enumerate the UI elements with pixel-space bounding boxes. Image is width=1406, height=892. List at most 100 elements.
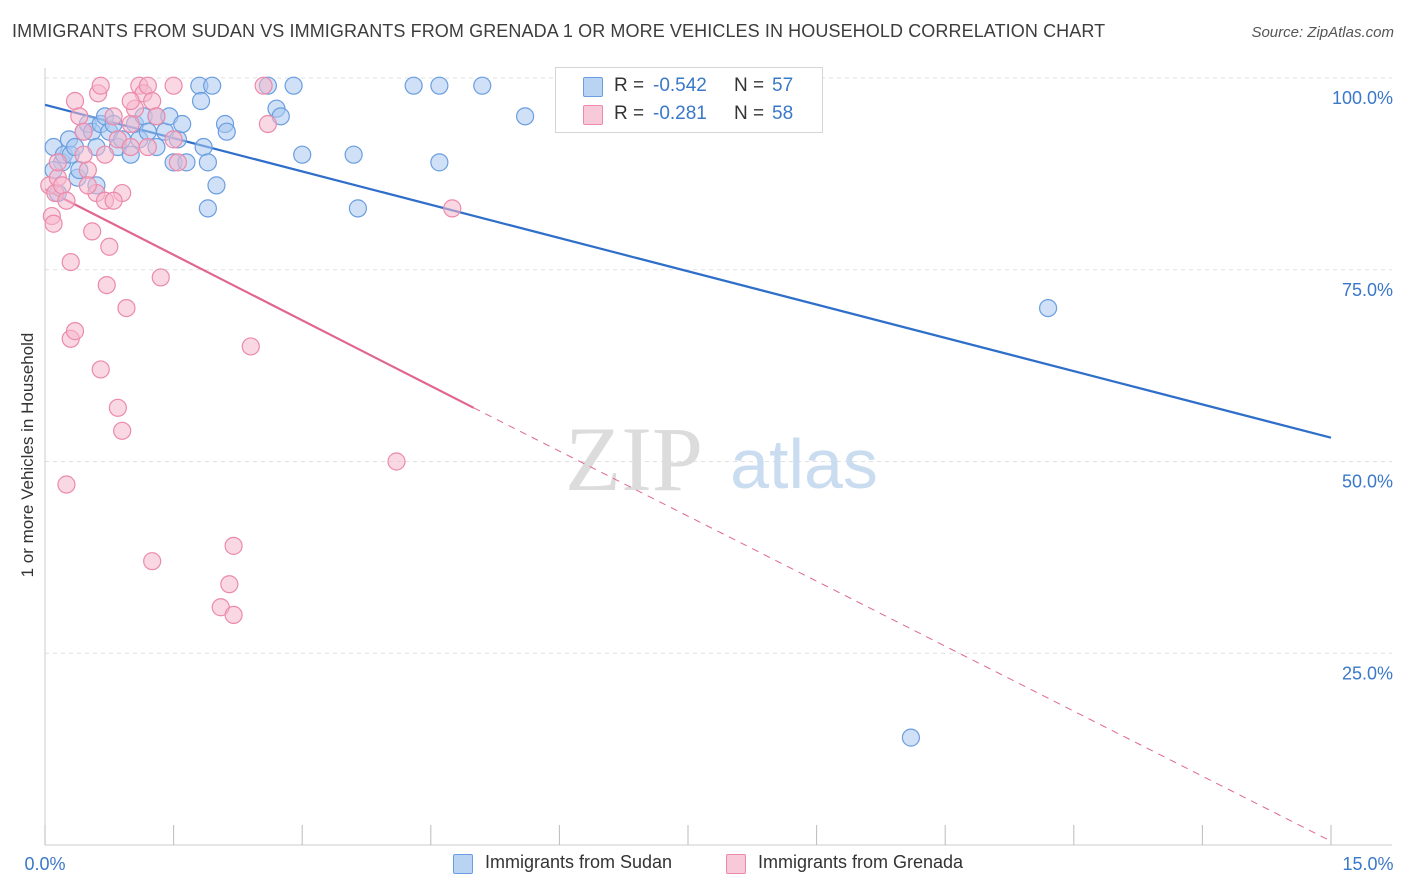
y-tick-label: 50.0% <box>1342 472 1393 492</box>
sudan-point <box>430 76 449 95</box>
grenada-point <box>44 214 63 233</box>
grenada-point <box>224 536 243 555</box>
sudan-point <box>203 76 222 95</box>
sudan-point <box>191 91 211 111</box>
grenada-trend-line <box>44 188 475 409</box>
watermark: ZIP atlas <box>565 408 878 510</box>
y-tick-label: 75.0% <box>1342 280 1393 300</box>
legend-n-value-sudan: 57 <box>772 75 794 96</box>
grenada-point <box>57 475 76 494</box>
sudan-point <box>284 76 303 95</box>
sudan-point <box>344 145 363 164</box>
bottom-legend-label-grenada: Immigrants from Grenada <box>758 852 964 872</box>
sudan-point <box>404 76 423 95</box>
grenada-point <box>151 268 170 287</box>
grenada-point <box>121 114 140 134</box>
grenada-point <box>61 252 80 272</box>
grenada-point <box>143 552 162 571</box>
watermark-zip: ZIP <box>565 408 703 510</box>
grenada-point <box>138 76 157 95</box>
grenada-point <box>48 153 67 172</box>
tick-labels: 25.0% 50.0% 75.0% 100.0% 0.0% 15.0% <box>24 88 1393 874</box>
grenada-point <box>91 360 110 379</box>
grenada-trend-line-dashed <box>473 407 1332 842</box>
sudan-point <box>138 122 157 141</box>
bottom-legend-label-sudan: Immigrants from Sudan <box>485 852 673 872</box>
grenada-point <box>224 605 243 625</box>
grenada-point <box>104 107 123 126</box>
x-tick-label: 15.0% <box>1342 854 1393 874</box>
sudan-point <box>516 107 535 126</box>
grenada-point <box>113 421 132 440</box>
grenada-point <box>70 107 89 126</box>
y-tick-label: 100.0% <box>1332 88 1393 108</box>
grenada-point <box>443 199 462 218</box>
sudan-point <box>348 199 368 218</box>
sudan-point <box>198 199 217 218</box>
grenada-point <box>168 153 187 172</box>
grenada-point <box>57 191 76 210</box>
grenada-point <box>164 130 183 149</box>
grenada-point <box>104 191 123 210</box>
trend-lines <box>44 103 1332 842</box>
sudan-point <box>293 145 312 164</box>
correlation-legend: R = -0.542 N = 57 R = -0.281 N = 58 <box>555 67 823 133</box>
grenada-point <box>147 107 166 126</box>
legend-r-value-sudan: -0.542 <box>653 75 707 96</box>
grenada-point <box>387 452 406 471</box>
sudan-point <box>198 153 217 172</box>
grenada-point <box>83 222 102 241</box>
grenada-point <box>220 575 239 594</box>
grenada-point <box>65 322 85 341</box>
legend-swatch-grenada <box>583 105 603 125</box>
grenada-point <box>100 237 119 256</box>
grenada-point <box>74 122 93 141</box>
grid <box>45 77 1392 654</box>
legend-n-label: N = <box>734 103 765 124</box>
source-label: Source: ZipAtlas.com <box>1251 24 1394 41</box>
bottom-legend-swatch-sudan <box>453 854 473 874</box>
grenada-point <box>121 137 140 157</box>
axes <box>44 68 1392 846</box>
sudan-point <box>473 76 492 95</box>
grenada-point <box>241 337 260 356</box>
legend-r-label: R = <box>614 75 645 96</box>
sudan-trend-line <box>44 103 1332 439</box>
chart-title: IMMIGRANTS FROM SUDAN VS IMMIGRANTS FROM… <box>12 21 1106 41</box>
grenada-point <box>117 299 136 318</box>
y-tick-label: 25.0% <box>1342 663 1393 683</box>
grenada-point <box>78 176 97 195</box>
grenada-point <box>258 114 278 134</box>
bottom-legend-swatch-grenada <box>726 854 746 874</box>
sudan-point <box>1038 299 1058 318</box>
legend-n-value-grenada: 58 <box>772 103 794 124</box>
watermark-atlas: atlas <box>730 425 878 503</box>
sudan-point <box>173 114 192 134</box>
legend-swatch-sudan <box>583 77 603 97</box>
grenada-point <box>143 91 162 111</box>
grenada-point <box>108 398 127 417</box>
grenada-point <box>121 91 140 111</box>
legend-row-sudan: R = -0.542 N = 57 <box>556 72 822 100</box>
grenada-point <box>91 76 110 95</box>
grenada-point <box>78 160 97 180</box>
x-tick-label: 0.0% <box>24 854 65 874</box>
grenada-point <box>74 145 93 164</box>
legend-r-label: R = <box>614 103 645 124</box>
grenada-point <box>95 145 115 164</box>
sudan-point <box>901 728 921 747</box>
grenada-point <box>164 76 183 95</box>
grenada-point <box>254 76 273 95</box>
grenada-point <box>97 275 116 295</box>
sudan-point <box>217 122 236 141</box>
legend-row-grenada: R = -0.281 N = 58 <box>556 100 822 128</box>
sudan-point <box>194 137 213 157</box>
sudan-point <box>207 176 226 195</box>
grenada-point <box>53 176 72 195</box>
sudan-point <box>430 153 449 172</box>
grenada-point <box>65 91 85 111</box>
data-points <box>40 76 1058 747</box>
legend-r-value-grenada: -0.281 <box>653 103 707 124</box>
legend-n-label: N = <box>734 75 765 96</box>
